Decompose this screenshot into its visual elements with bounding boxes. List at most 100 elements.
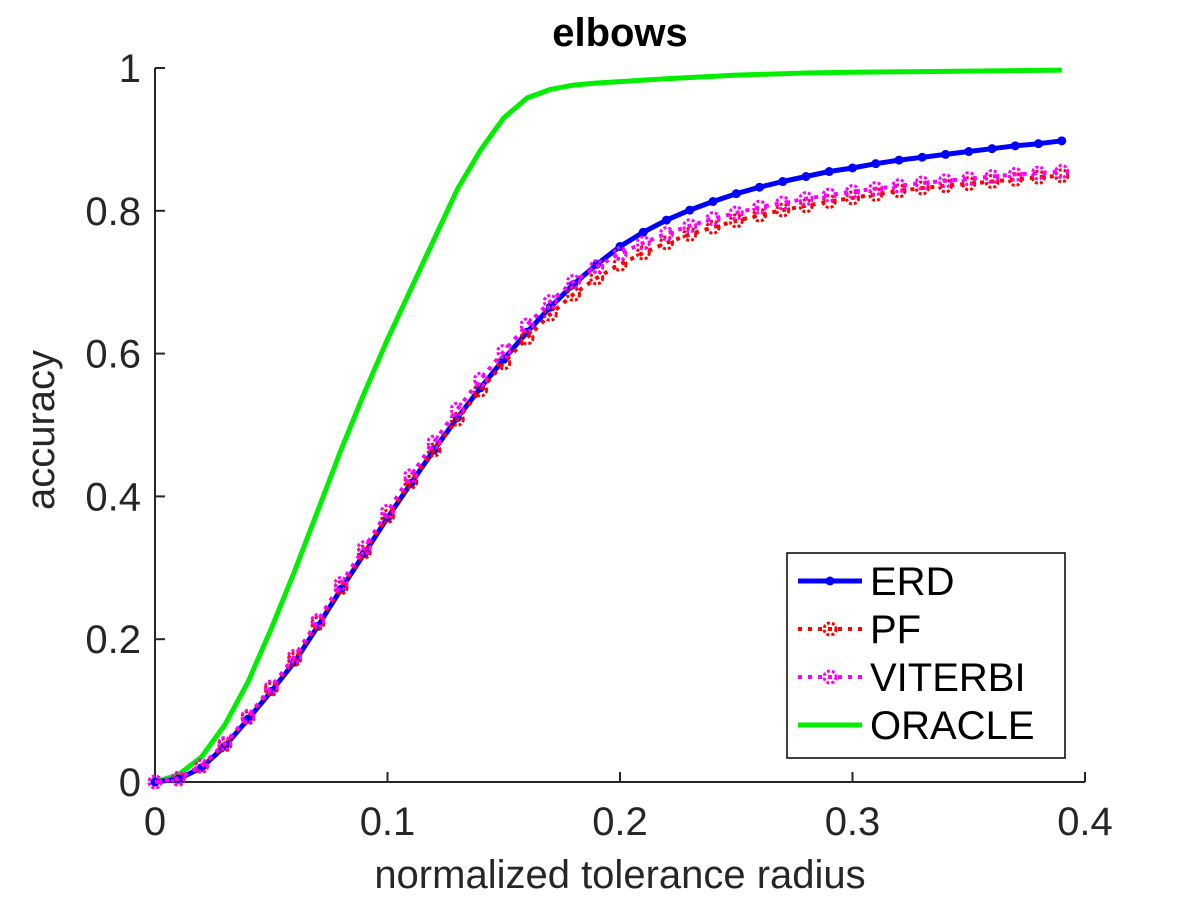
data-point — [1007, 166, 1023, 182]
data-point — [894, 155, 904, 165]
data-point — [821, 187, 837, 203]
data-point — [589, 258, 605, 274]
data-point — [728, 205, 744, 221]
data-point — [287, 648, 302, 664]
data-point — [1034, 139, 1043, 149]
data-point — [1031, 169, 1046, 185]
data-point — [798, 191, 814, 207]
data-point — [731, 189, 741, 199]
data-point — [938, 173, 953, 189]
data-point — [824, 167, 834, 177]
data-point — [194, 758, 209, 774]
data-point — [1031, 165, 1046, 181]
data-point — [240, 708, 256, 724]
data-point — [170, 770, 186, 786]
data-point — [987, 144, 997, 154]
x-tick-label: 0.3 — [825, 800, 881, 844]
data-point — [519, 330, 535, 346]
data-point — [868, 181, 884, 197]
data-point — [705, 211, 721, 227]
data-point — [914, 180, 930, 196]
data-point — [961, 171, 977, 187]
legend-label: PF — [870, 608, 921, 652]
data-point — [263, 679, 279, 695]
y-tick-label: 0.6 — [85, 333, 141, 377]
data-point — [845, 184, 860, 200]
data-point — [821, 194, 837, 210]
data-point — [775, 195, 791, 211]
data-point — [1010, 141, 1020, 151]
x-tick-label: 0.1 — [360, 800, 416, 844]
series-line-oracle — [154, 67, 1062, 785]
data-point — [356, 544, 372, 560]
data-point — [964, 147, 974, 157]
data-point — [403, 468, 419, 484]
y-axis-label: accuracy — [19, 350, 63, 510]
x-tick-label: 0 — [144, 800, 166, 844]
data-point — [473, 371, 488, 387]
data-point — [217, 735, 233, 751]
data-point — [914, 175, 930, 191]
data-point — [1054, 164, 1070, 180]
data-point — [147, 774, 163, 790]
data-point — [1054, 168, 1070, 184]
data-point — [519, 317, 535, 333]
series-oracle — [154, 67, 1062, 785]
series-line-viterbi — [154, 169, 1062, 784]
data-point — [775, 202, 791, 218]
data-point — [984, 174, 1000, 190]
data-point — [612, 256, 628, 272]
data-point — [403, 474, 419, 490]
data-point — [542, 306, 558, 322]
legend-label: ORACLE — [870, 704, 1035, 748]
x-axis-label: normalized tolerance radius — [374, 853, 865, 897]
data-point — [752, 207, 767, 223]
legend-label: ERD — [870, 560, 954, 604]
data-point — [891, 183, 907, 199]
data-point — [845, 190, 860, 206]
data-point — [542, 293, 558, 309]
data-point — [356, 540, 372, 556]
data-point — [333, 576, 349, 592]
data-point — [635, 235, 651, 251]
y-tick-label: 0.2 — [85, 618, 141, 662]
data-point — [984, 169, 1000, 185]
legend-label: VITERBI — [870, 656, 1026, 700]
data-point — [778, 177, 788, 187]
data-point — [589, 270, 605, 286]
legend-marker — [822, 621, 838, 637]
data-point — [426, 434, 442, 450]
chart-title: elbows — [552, 11, 688, 55]
data-point — [662, 215, 671, 225]
data-point — [496, 355, 512, 371]
data-point — [685, 205, 695, 215]
data-point — [380, 508, 395, 524]
x-tick-label: 0.2 — [592, 800, 648, 844]
data-point — [638, 227, 648, 237]
data-point — [612, 246, 628, 262]
data-point — [310, 613, 326, 629]
data-point — [961, 176, 977, 192]
data-point — [496, 343, 512, 359]
data-point — [752, 199, 767, 215]
data-point — [801, 172, 811, 182]
data-point — [659, 226, 674, 242]
data-point — [755, 182, 764, 192]
data-point — [682, 218, 698, 234]
data-point — [380, 503, 395, 519]
series-viterbi — [147, 164, 1070, 790]
data-point — [848, 163, 857, 173]
data-point — [682, 226, 698, 242]
x-tick-label: 0.4 — [1057, 800, 1113, 844]
data-point — [941, 149, 950, 159]
data-point — [426, 442, 442, 458]
data-point — [871, 159, 881, 169]
y-tick-label: 0 — [119, 761, 141, 805]
data-point — [705, 219, 721, 235]
data-point — [891, 178, 907, 194]
legend-marker — [822, 669, 838, 685]
data-point — [917, 152, 927, 162]
